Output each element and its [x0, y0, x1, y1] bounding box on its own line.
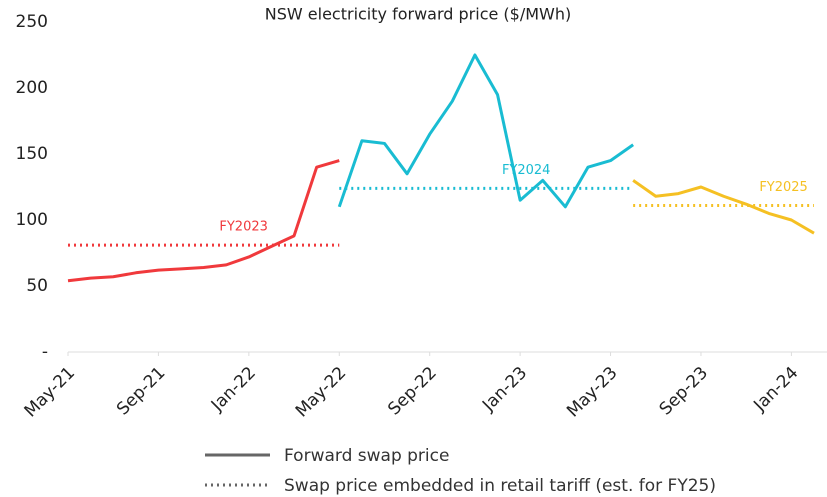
series-annotation: FY2023 [219, 220, 268, 235]
x-tick-label: Sep-23 [656, 363, 712, 419]
series-line [632, 179, 815, 235]
series-line [67, 159, 340, 283]
legend-label: Swap price embedded in retail tariff (es… [284, 476, 716, 496]
y-tick-label: 250 [16, 12, 48, 32]
y-tick-label: 50 [26, 276, 48, 296]
x-tick-label: Jan-24 [749, 363, 802, 416]
x-tick-label: May-22 [292, 363, 350, 421]
legend-label: Forward swap price [284, 446, 449, 466]
y-tick-label: 100 [16, 210, 48, 230]
x-tick-label: Sep-21 [113, 363, 169, 419]
series-annotation: FY2025 [759, 180, 808, 195]
x-tick-label: Jan-22 [207, 363, 260, 416]
x-tick-label: May-21 [21, 363, 79, 421]
series-annotation: FY2024 [502, 163, 551, 178]
y-tick-label: 150 [16, 144, 48, 164]
series-line [337, 53, 635, 209]
x-tick-label: May-23 [563, 363, 621, 421]
chart-title: NSW electricity forward price ($/MWh) [265, 5, 571, 24]
y-tick-label: 200 [16, 78, 48, 98]
y-tick-label: - [42, 342, 48, 362]
x-tick-label: Sep-22 [384, 363, 440, 419]
x-tick-label: Jan-23 [478, 363, 531, 416]
